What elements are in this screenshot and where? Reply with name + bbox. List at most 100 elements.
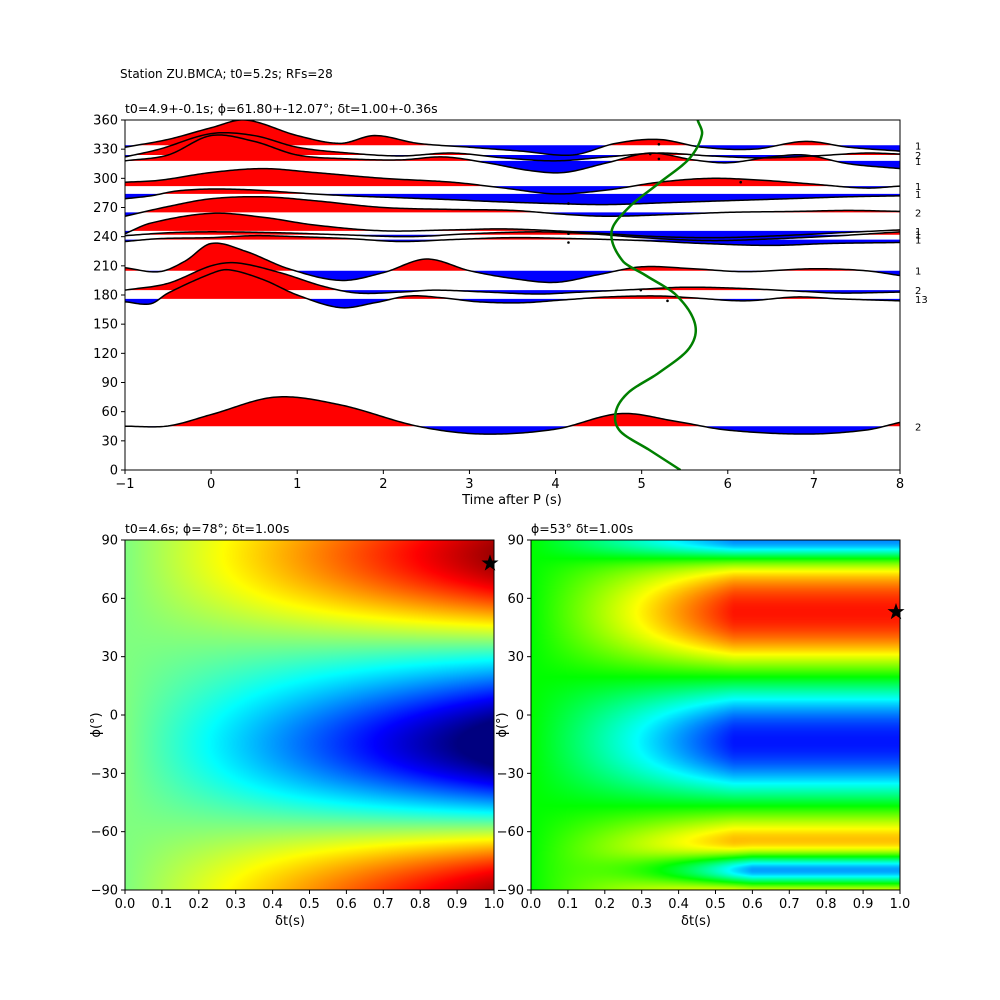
trace-line-8 (125, 188, 900, 206)
rf-x-axis-label: Time after P (s) (461, 493, 562, 508)
rf-panel-title: t0=4.9+-0.1s; ϕ=61.80+-12.07°; δt=1.00+-… (125, 101, 438, 116)
y-tick-label: 270 (93, 201, 118, 216)
heatmap-x-tick-label: 0.9 (853, 897, 874, 912)
trace-positive-fill-12 (125, 120, 900, 146)
x-tick-label: −1 (115, 477, 134, 492)
y-tick-label: 180 (93, 289, 118, 304)
heatmap-y-tick-label: −60 (497, 825, 524, 840)
trace-count-label-4: 1 (915, 236, 921, 247)
trace-count-label-9: 1 (915, 182, 921, 193)
y-tick-label: 360 (93, 114, 118, 129)
left-heatmap-y-ticks: −90 −60 −30 0 30 60 90 (91, 534, 125, 899)
trace-line-12 (125, 120, 900, 157)
trace-count-label-6: 1 (915, 227, 921, 238)
trace-positive-fill-9 (125, 168, 900, 187)
pick-dot-2 (657, 157, 661, 161)
y-tick-label: 0 (110, 464, 118, 479)
left-heatmap-y-label: ϕ(°) (89, 712, 104, 737)
trace-line-10 (125, 134, 900, 174)
right-heatmap-y-ticks: −90 −60 −30 0 30 60 90 (497, 534, 531, 899)
pick-dot-3 (739, 180, 742, 184)
y-tick-label: 330 (93, 143, 118, 158)
heatmap-x-tick-label: 0.8 (816, 897, 837, 912)
heatmap-x-tick-label: 0.0 (115, 897, 136, 912)
trace-count-label-12: 1 (915, 141, 921, 152)
heatmap-y-tick-label: −30 (497, 767, 524, 782)
trace-negative-fill-8 (125, 193, 900, 205)
rf-pick-dots (567, 143, 742, 303)
rf-trace-lines (125, 120, 900, 435)
pick-dot-4 (567, 202, 570, 205)
trace-line-2 (125, 261, 900, 295)
y-tick-label: 300 (93, 172, 118, 187)
trace-negative-fill-3 (125, 270, 900, 283)
heatmap-x-tick-label: 0.4 (668, 897, 689, 912)
heatmap-y-tick-label: 30 (507, 650, 524, 665)
heatmap-x-tick-label: 1.0 (484, 897, 505, 912)
left-best-fit-star-marker (481, 554, 499, 571)
trace-count-label-0: 2 (915, 422, 921, 433)
x-tick-label: 1 (293, 477, 301, 492)
heatmap-x-tick-label: 0.2 (594, 897, 615, 912)
heatmap-x-tick-label: 0.1 (152, 897, 173, 912)
x-tick-label: 4 (551, 477, 559, 492)
heatmap-y-tick-label: 30 (101, 650, 118, 665)
heatmap-x-tick-label: 0.2 (188, 897, 209, 912)
trace-negative-fill-10 (125, 160, 900, 173)
y-tick-label: 30 (101, 434, 118, 449)
trace-count-label-8: 1 (915, 190, 921, 201)
trace-line-11 (125, 131, 900, 162)
right-best-fit-star-marker (887, 602, 905, 620)
heatmap-y-tick-label: 60 (507, 592, 524, 607)
pick-dot-7 (639, 288, 643, 292)
y-tick-label: 60 (101, 405, 118, 420)
rf-traces-panel: t0=4.9+-0.1s; ϕ=61.80+-12.07°; δt=1.00+-… (93, 101, 928, 508)
heatmap-x-tick-label: 0.6 (742, 897, 763, 912)
trace-positive-fill-6 (125, 213, 900, 231)
x-tick-label: 7 (810, 477, 818, 492)
heatmap-y-tick-label: 90 (507, 534, 524, 549)
trace-count-label-7: 2 (915, 208, 921, 219)
trace-negative-fill-0 (125, 426, 900, 435)
y-tick-label: 210 (93, 259, 118, 274)
heatmap-x-tick-label: 0.8 (410, 897, 431, 912)
y-tick-label: 120 (93, 347, 118, 362)
heatmap-x-tick-label: 0.0 (521, 897, 542, 912)
trace-negative-fill-6 (125, 230, 900, 238)
trace-count-label-10: 1 (915, 157, 921, 168)
pick-dot-6 (567, 241, 570, 244)
trace-count-label-3: 1 (915, 267, 921, 278)
heatmap-y-tick-label: −60 (91, 825, 118, 840)
trace-line-5 (125, 231, 900, 242)
trace-line-3 (125, 242, 900, 284)
trace-positive-fill-5 (125, 231, 900, 235)
rf-y-axis-ticks: 0 30 60 90 120 150 180 210 240 270 300 330 360 (93, 114, 125, 479)
trace-line-7 (125, 195, 900, 217)
trace-negative-fill-1 (125, 298, 900, 308)
trace-line-6 (125, 212, 900, 239)
left-heatmap-image (125, 540, 494, 890)
trace-positive-fill-1 (125, 269, 900, 299)
left-heatmap-title: t0=4.6s; ϕ=78°; δt=1.00s (125, 521, 289, 536)
x-tick-label: 5 (638, 477, 646, 492)
trace-count-label-11: 2 (915, 151, 921, 162)
heatmap-x-tick-label: 0.7 (373, 897, 394, 912)
heatmap-x-tick-label: 0.5 (299, 897, 320, 912)
trace-line-9 (125, 167, 900, 195)
pick-dot-1 (648, 152, 652, 156)
trace-count-label-2: 2 (915, 286, 921, 297)
y-tick-label: 150 (93, 318, 118, 333)
heatmap-y-tick-label: −90 (497, 884, 524, 899)
figure-suptitle: Station ZU.BMCA; t0=5.2s; RFs=28 (120, 67, 333, 81)
trace-count-label-1: 13 (915, 295, 928, 306)
trace-positive-fill-4 (125, 235, 900, 240)
right-heatmap-x-ticks: 0.0 0.1 0.2 0.3 0.4 0.5 0.6 0.7 0.8 0.9 1.0 (521, 890, 910, 912)
pick-dot-8 (666, 299, 669, 303)
x-tick-label: 3 (465, 477, 473, 492)
trace-negative-fill-9 (125, 186, 900, 194)
heatmap-x-tick-label: 0.7 (779, 897, 800, 912)
energy-grid-left-panel: t0=4.6s; ϕ=78°; δt=1.00s 0.0 0.1 0.2 0.3 0.4… (89, 521, 504, 929)
x-tick-label: 6 (724, 477, 732, 492)
right-heatmap-image (531, 540, 900, 890)
heatmap-x-tick-label: 0.9 (447, 897, 468, 912)
